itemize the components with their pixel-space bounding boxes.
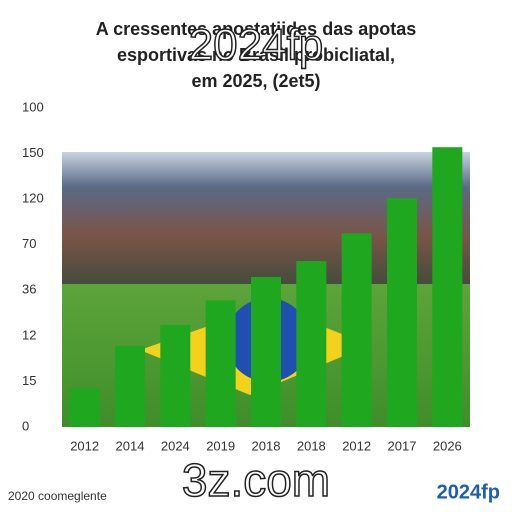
- x-tick-label: 2024: [161, 438, 190, 453]
- bar: [341, 233, 372, 427]
- bar: [251, 277, 281, 427]
- bar: [296, 261, 327, 427]
- footer-right: 2024fp: [437, 481, 500, 503]
- title-line: A cressentes apostatiides das apotas: [96, 19, 416, 39]
- title: A cressentes apostatiides das apotas espo…: [96, 19, 416, 91]
- y-tick-label: 70: [22, 236, 36, 251]
- y-tick-label: 120: [22, 191, 44, 206]
- bar: [387, 198, 417, 427]
- bar: [69, 388, 100, 427]
- x-tick-label: 2026: [433, 438, 462, 453]
- x-tick-label: 2018: [297, 438, 326, 453]
- x-tick-label: 2018: [252, 438, 281, 453]
- x-tick-label: 2014: [116, 438, 145, 453]
- y-tick-label: 36: [22, 282, 36, 297]
- y-tick-label: 0: [22, 418, 29, 433]
- watermark: 2024fp: [189, 21, 324, 70]
- bar: [205, 300, 236, 427]
- bar: [160, 324, 191, 427]
- y-tick-label: 100: [22, 99, 44, 114]
- y-tick-label: 12: [22, 327, 36, 342]
- title-line: em 2025, (2et5): [191, 71, 320, 91]
- bar: [432, 147, 463, 428]
- x-tick-label: 2012: [342, 438, 371, 453]
- x-tick-label: 2019: [206, 438, 235, 453]
- y-tick-label: 15: [22, 373, 36, 388]
- title-line: esportivas no Brasil probicliatal,: [117, 45, 395, 65]
- bar: [115, 345, 145, 427]
- watermark: 3z.com: [182, 454, 330, 506]
- footer-left: 2020 coomeglente: [8, 489, 107, 503]
- x-tick-label: 2017: [388, 438, 417, 453]
- y-tick-label: 150: [22, 145, 44, 160]
- x-tick-label: 2012: [70, 438, 99, 453]
